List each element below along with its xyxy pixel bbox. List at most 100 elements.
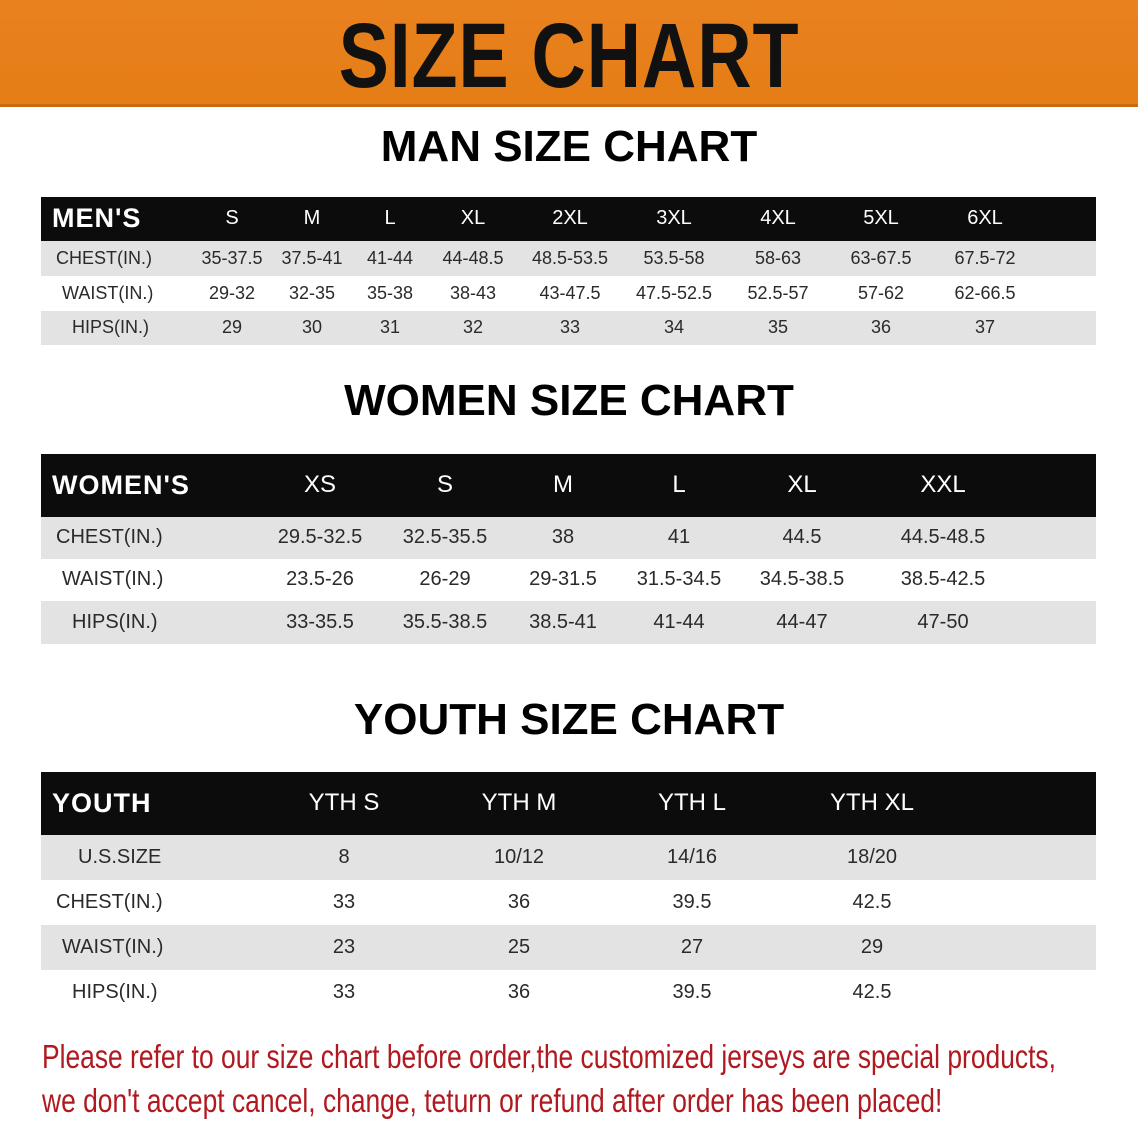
- men-size-header: L: [384, 206, 396, 229]
- women-header-label: WOMEN'S: [52, 469, 190, 500]
- youth-size-header: YTH M: [481, 788, 557, 816]
- table-cell: 27: [680, 935, 704, 958]
- men-table-row: CHEST(IN.) 35-37.5 37.5-41 41-44 44-48.5 48.5…: [41, 241, 1096, 276]
- row-label: CHEST(IN.): [56, 247, 152, 268]
- table-cell: 38: [551, 526, 575, 548]
- table-cell: 29-32: [208, 282, 256, 303]
- table-cell: 53.5-58: [643, 247, 705, 268]
- table-cell: 62-66.5: [954, 282, 1016, 303]
- men-table-header: MEN'S S M L XL 2XL 3XL 4XL 5XL 6XL: [41, 197, 1096, 241]
- table-cell: 35-38: [366, 282, 414, 303]
- row-label: WAIST(IN.): [62, 568, 164, 590]
- table-cell: 18/20: [846, 845, 898, 868]
- notice-line-1: Please refer to our size chart before or…: [42, 1038, 1056, 1075]
- table-cell: 36: [507, 980, 531, 1003]
- table-cell: 41-44: [653, 610, 705, 633]
- table-cell: 33-35.5: [286, 610, 354, 633]
- women-table-row: WAIST(IN.) 23.5-26 26-29 29-31.5 31.5-34.5 34…: [41, 559, 1096, 601]
- youth-size-header: YTH S: [308, 788, 380, 816]
- table-cell: 44-47: [776, 610, 828, 633]
- table-cell: 42.5: [852, 980, 892, 1003]
- men-size-header: 3XL: [656, 206, 692, 229]
- table-cell: 39.5: [672, 980, 712, 1003]
- table-cell: 26-29: [419, 568, 471, 590]
- men-header-label: MEN'S: [52, 203, 142, 233]
- banner: SIZE CHART: [0, 0, 1138, 107]
- table-cell: 48.5-53.5: [531, 247, 609, 268]
- table-cell: 10/12: [493, 845, 545, 868]
- table-cell: 35-37.5: [201, 247, 263, 268]
- table-cell: 8: [338, 845, 350, 868]
- youth-size-header: YTH XL: [829, 788, 915, 816]
- table-cell: 29: [860, 935, 884, 958]
- youth-table-row: WAIST(IN.) 23 25 27 29: [41, 925, 1096, 970]
- table-cell: 23: [332, 935, 356, 958]
- table-cell: 35.5-38.5: [402, 610, 488, 633]
- table-cell: 33: [332, 890, 356, 913]
- table-cell: 39.5: [672, 890, 712, 913]
- women-size-header: XS: [303, 470, 337, 498]
- table-cell: 34.5-38.5: [759, 568, 845, 590]
- table-cell: 67.5-72: [954, 247, 1016, 268]
- men-size-header: 4XL: [760, 206, 796, 229]
- men-size-header: S: [225, 206, 239, 229]
- row-label: U.S.SIZE: [78, 845, 162, 868]
- youth-table-header: YOUTH YTH S YTH M YTH L YTH XL: [41, 772, 1096, 835]
- youth-table-row: HIPS(IN.) 33 36 39.5 42.5: [41, 970, 1096, 1015]
- table-cell: 29: [221, 317, 243, 338]
- women-size-header: XL: [787, 470, 817, 498]
- row-label: HIPS(IN.): [72, 980, 158, 1003]
- women-section-title: WOMEN SIZE CHART: [344, 376, 794, 425]
- row-label: CHEST(IN.): [56, 890, 163, 913]
- row-label: WAIST(IN.): [62, 282, 154, 303]
- youth-table-row: CHEST(IN.) 33 36 39.5 42.5: [41, 880, 1096, 925]
- row-label: WAIST(IN.): [62, 935, 164, 958]
- table-cell: 32: [462, 317, 484, 338]
- table-cell: 32.5-35.5: [402, 526, 488, 548]
- men-size-header: M: [303, 206, 321, 229]
- youth-section-title: YOUTH SIZE CHART: [353, 695, 785, 744]
- row-label: HIPS(IN.): [72, 317, 150, 338]
- notice-line-2: we don't accept cancel, change, teturn o…: [42, 1082, 943, 1119]
- table-cell: 44-48.5: [442, 247, 504, 268]
- table-cell: 36: [870, 317, 892, 338]
- table-cell: 35: [767, 317, 789, 338]
- women-table-row: CHEST(IN.) 29.5-32.5 32.5-35.5 38 41 44.5 44.5…: [41, 517, 1096, 559]
- table-cell: 31: [379, 317, 401, 338]
- table-cell: 36: [507, 890, 531, 913]
- women-size-header: S: [436, 470, 454, 498]
- table-cell: 33: [559, 317, 581, 338]
- table-cell: 33: [332, 980, 356, 1003]
- table-cell: 14/16: [666, 845, 718, 868]
- table-cell: 44.5: [782, 526, 822, 548]
- table-cell: 37: [974, 317, 996, 338]
- men-size-header: 2XL: [552, 206, 588, 229]
- youth-size-header: YTH L: [657, 788, 727, 816]
- women-size-header: L: [672, 470, 686, 498]
- table-cell: 32-35: [288, 282, 336, 303]
- men-section-title: MAN SIZE CHART: [380, 122, 758, 171]
- table-cell: 47-50: [917, 610, 969, 633]
- men-size-header: 5XL: [863, 206, 899, 229]
- women-table-header: WOMEN'S XS S M L XL XXL: [41, 454, 1096, 517]
- table-cell: 34: [663, 317, 685, 338]
- table-cell: 44.5-48.5: [900, 526, 986, 548]
- table-cell: 42.5: [852, 890, 892, 913]
- row-label: CHEST(IN.): [56, 526, 163, 548]
- table-cell: 30: [301, 317, 323, 338]
- table-cell: 23.5-26: [286, 568, 354, 590]
- men-size-header: 6XL: [967, 206, 1003, 229]
- table-cell: 31.5-34.5: [636, 568, 722, 590]
- banner-title: SIZE CHART: [338, 5, 800, 107]
- men-table-row: WAIST(IN.) 29-32 32-35 35-38 38-43 43-47.5 47.…: [41, 276, 1096, 311]
- table-cell: 47.5-52.5: [635, 282, 713, 303]
- table-cell: 38.5-42.5: [900, 568, 986, 590]
- women-size-header: M: [553, 470, 573, 498]
- women-size-header: XXL: [920, 470, 966, 498]
- men-table-row: HIPS(IN.) 29 30 31 32 33 34 35 36 37: [41, 311, 1096, 345]
- row-label: HIPS(IN.): [72, 610, 158, 633]
- youth-table-row: U.S.SIZE 8 10/12 14/16 18/20: [41, 835, 1096, 880]
- men-size-header: XL: [460, 206, 486, 229]
- table-cell: 41: [667, 526, 691, 548]
- table-cell: 52.5-57: [747, 282, 809, 303]
